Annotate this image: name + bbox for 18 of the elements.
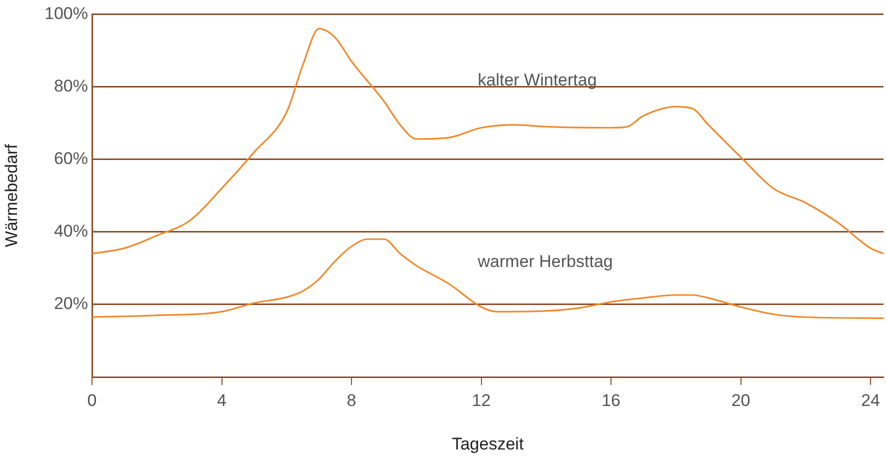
x-tick-label: 12: [472, 390, 491, 410]
x-axis-title: Tageszeit: [452, 434, 524, 454]
y-tick-label: 40%: [54, 222, 88, 241]
line-series: [92, 238, 884, 320]
y-tick-label: 60%: [54, 149, 88, 168]
x-tick-label: 20: [731, 390, 750, 410]
x-tick-label: 4: [217, 390, 226, 410]
y-tick-label: 100%: [44, 4, 88, 23]
x-tick-label: 24: [861, 390, 880, 410]
x-tick-label: 16: [602, 390, 620, 410]
series-label: warmer Herbsttag: [476, 252, 613, 272]
y-axis-title: Wärmebedarf: [2, 144, 21, 248]
line-series: [92, 28, 884, 254]
y-tick-label: 20%: [54, 294, 88, 314]
y-tick-label: 80%: [54, 76, 88, 96]
x-tick-label: 8: [346, 390, 356, 410]
text: kalter Wintertag: [478, 70, 597, 90]
x-tick-label: 0: [87, 390, 97, 410]
